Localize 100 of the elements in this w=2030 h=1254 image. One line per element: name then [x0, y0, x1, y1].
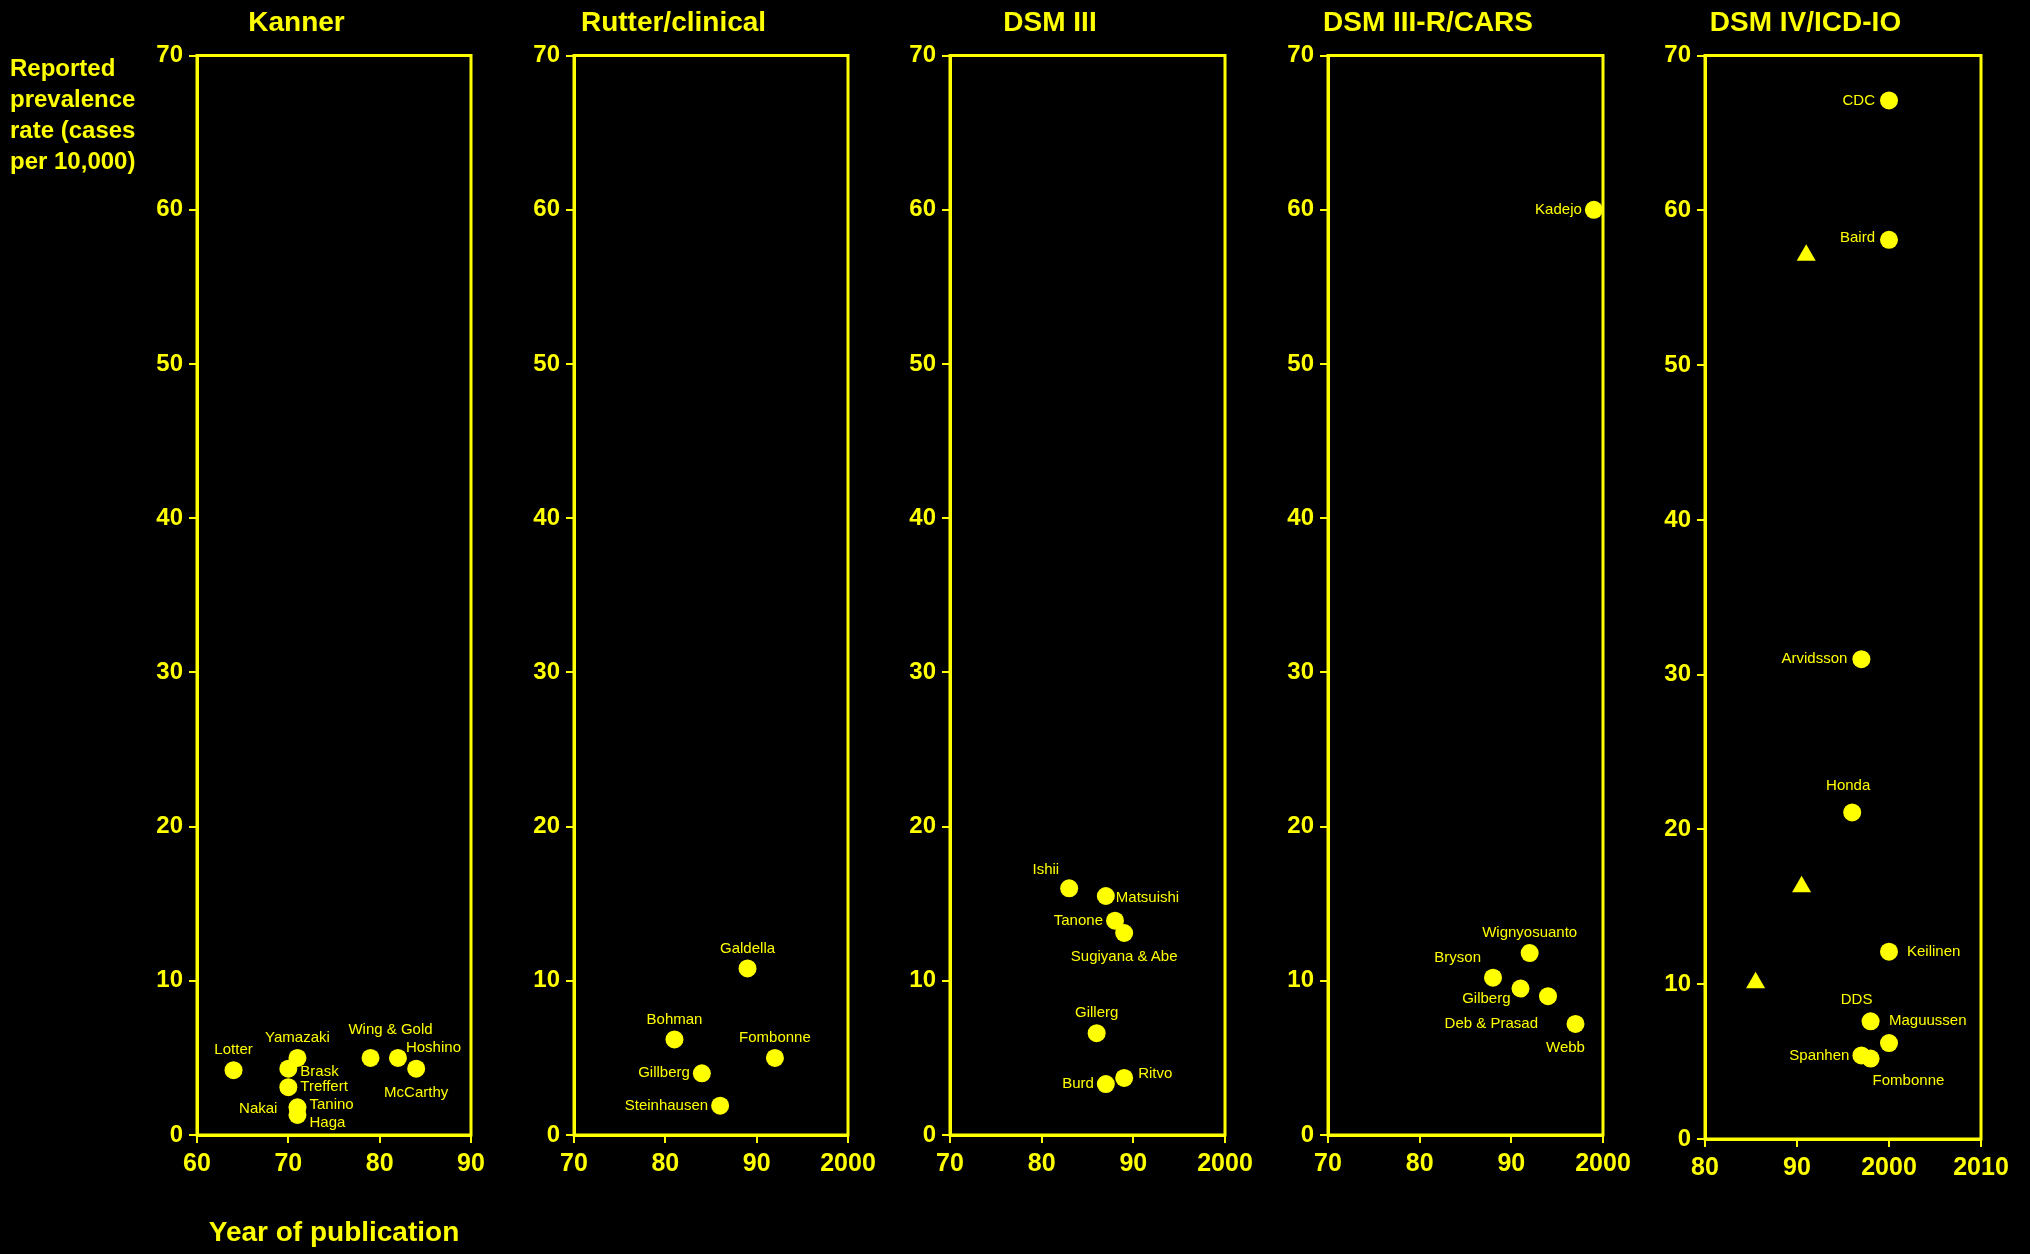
- x-tick-label: 90: [1119, 1147, 1148, 1176]
- chart-title: DSM III-R/CARS: [1323, 5, 1533, 37]
- x-tick-label: 80: [1405, 1147, 1434, 1176]
- data-label: Ritvo: [1138, 1064, 1173, 1082]
- y-tick-label: 10: [1287, 965, 1314, 993]
- data-label: Matsuishi: [1115, 888, 1180, 906]
- x-tick-label: 2000: [1861, 1151, 1917, 1180]
- y-tick-label: 40: [1287, 502, 1314, 530]
- x-tick-label: 70: [936, 1147, 964, 1176]
- point: [407, 1059, 426, 1078]
- data-label: McCarthy: [384, 1082, 449, 1100]
- data-label: Gillerg: [1074, 1003, 1119, 1021]
- x-tick-label: 80: [365, 1147, 394, 1176]
- x-tick-label: 2000: [820, 1147, 876, 1176]
- point: [1880, 230, 1898, 249]
- data-label: Wignyosuanto: [1482, 923, 1578, 941]
- data-label: Honda: [1826, 775, 1871, 793]
- y-tick-label: 0: [1300, 1119, 1314, 1147]
- y-tick-label: 30: [533, 657, 560, 685]
- point: [1106, 911, 1124, 930]
- y-tick-label: 20: [156, 811, 183, 839]
- x-tick-label: 70: [274, 1147, 303, 1176]
- data-label: Bohman: [646, 1009, 703, 1027]
- y-tick-label: 0: [1677, 1123, 1691, 1151]
- y-tick-label: 50: [1287, 348, 1314, 376]
- data-label: Baird: [1839, 227, 1875, 245]
- point: [738, 959, 757, 978]
- point: [1566, 1014, 1585, 1033]
- point: [1096, 1075, 1115, 1094]
- y-tick-label: 60: [1664, 195, 1691, 222]
- data-label: DDS: [1840, 989, 1873, 1007]
- y-axis-title: Reported prevalence rate (cases per 10,000): [10, 54, 136, 174]
- point: [1115, 1068, 1134, 1087]
- point: [1115, 924, 1134, 942]
- point: [711, 1096, 730, 1115]
- x-tick-label: 90: [457, 1147, 485, 1176]
- y-tick-label: 10: [909, 965, 936, 993]
- point: [279, 1059, 298, 1078]
- x-tick-label: 2000: [1197, 1147, 1253, 1176]
- x-tick-label: 2010: [1953, 1151, 2009, 1180]
- data-label: Bryson: [1434, 947, 1481, 965]
- data-label: CDC: [1842, 90, 1876, 108]
- x-tick-label: 70: [560, 1147, 588, 1176]
- data-label: Yamazaki: [265, 1028, 330, 1046]
- data-label: Kadejo: [1535, 199, 1582, 217]
- data-label: Ishii: [1032, 860, 1060, 878]
- y-tick-label: 0: [169, 1119, 183, 1147]
- point: [224, 1061, 243, 1080]
- data-label: Brask: [300, 1061, 340, 1079]
- y-tick-label: 60: [909, 194, 936, 222]
- y-tick-label: 60: [156, 194, 183, 222]
- point: [1880, 91, 1898, 110]
- data-label: Hoshino: [405, 1038, 461, 1056]
- point: [1861, 1049, 1880, 1068]
- annotation: Nakai: [239, 1099, 278, 1117]
- point: [361, 1048, 380, 1067]
- data-label: Maguussen: [1889, 1011, 1967, 1029]
- data-label: Wing & Gold: [348, 1020, 433, 1038]
- data-label: Tanone: [1053, 910, 1103, 928]
- y-tick-label: 70: [156, 40, 183, 68]
- point: [1852, 650, 1871, 669]
- y-tick-label: 40: [1664, 504, 1691, 532]
- y-tick-label: 60: [533, 194, 560, 222]
- chart-title: Rutter/clinical: [580, 5, 767, 37]
- y-tick-label: 70: [1287, 40, 1314, 68]
- data-label: Gillberg: [638, 1063, 690, 1081]
- chart-title: Kanner: [248, 5, 345, 37]
- data-label: Tanino: [309, 1095, 354, 1113]
- point: [1520, 944, 1539, 963]
- data-label: Treffert: [300, 1077, 349, 1095]
- x-tick-label: 70: [1314, 1147, 1342, 1176]
- data-label: Arvidsson: [1781, 649, 1848, 667]
- data-label: Sugiyana & Abe: [1070, 947, 1178, 965]
- data-label: Galdella: [720, 938, 776, 956]
- point: [765, 1048, 784, 1067]
- data-label: Lotter: [214, 1040, 253, 1058]
- data-label: Haga: [309, 1113, 346, 1131]
- point: [1096, 886, 1115, 905]
- x-tick-label: 80: [651, 1147, 680, 1176]
- data-label: Spanhen: [1789, 1045, 1850, 1063]
- data-label: Gilberg: [1462, 988, 1511, 1006]
- y-tick-label: 50: [1664, 349, 1691, 377]
- y-tick-label: 20: [1287, 811, 1314, 839]
- y-tick-label: 30: [1664, 659, 1691, 687]
- point: [1539, 987, 1557, 1006]
- chart-title: DSM IV/ICD-IO: [1709, 5, 1902, 37]
- y-tick-label: 20: [909, 811, 936, 839]
- point: [1843, 803, 1862, 822]
- point: [1060, 879, 1079, 898]
- y-tick-label: 70: [1664, 40, 1691, 68]
- x-axis-title: Year of publication: [208, 1215, 460, 1247]
- x-tick-label: 90: [1783, 1151, 1811, 1180]
- y-tick-label: 30: [909, 657, 936, 685]
- data-label: Steinhausen: [624, 1095, 709, 1113]
- y-tick-label: 0: [546, 1119, 560, 1147]
- data-label: Webb: [1546, 1038, 1585, 1056]
- x-tick-label: 2000: [1575, 1147, 1631, 1176]
- data-label: Keilinen: [1907, 941, 1961, 959]
- x-tick-label: 90: [1497, 1147, 1526, 1176]
- point: [692, 1064, 711, 1083]
